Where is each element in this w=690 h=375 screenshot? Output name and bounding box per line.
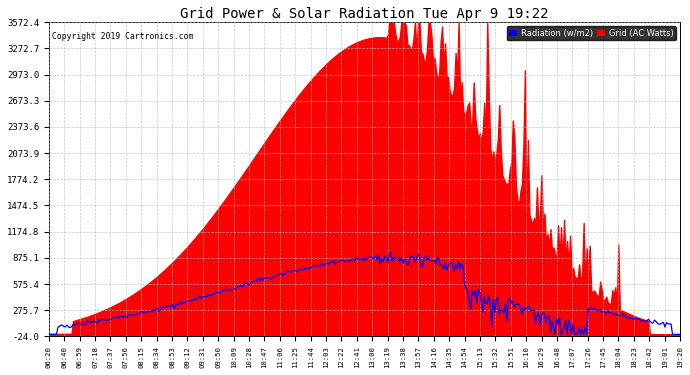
- Text: Copyright 2019 Cartronics.com: Copyright 2019 Cartronics.com: [52, 32, 193, 40]
- Title: Grid Power & Solar Radiation Tue Apr 9 19:22: Grid Power & Solar Radiation Tue Apr 9 1…: [180, 7, 549, 21]
- Legend: Radiation (w/m2), Grid (AC Watts): Radiation (w/m2), Grid (AC Watts): [506, 26, 676, 40]
